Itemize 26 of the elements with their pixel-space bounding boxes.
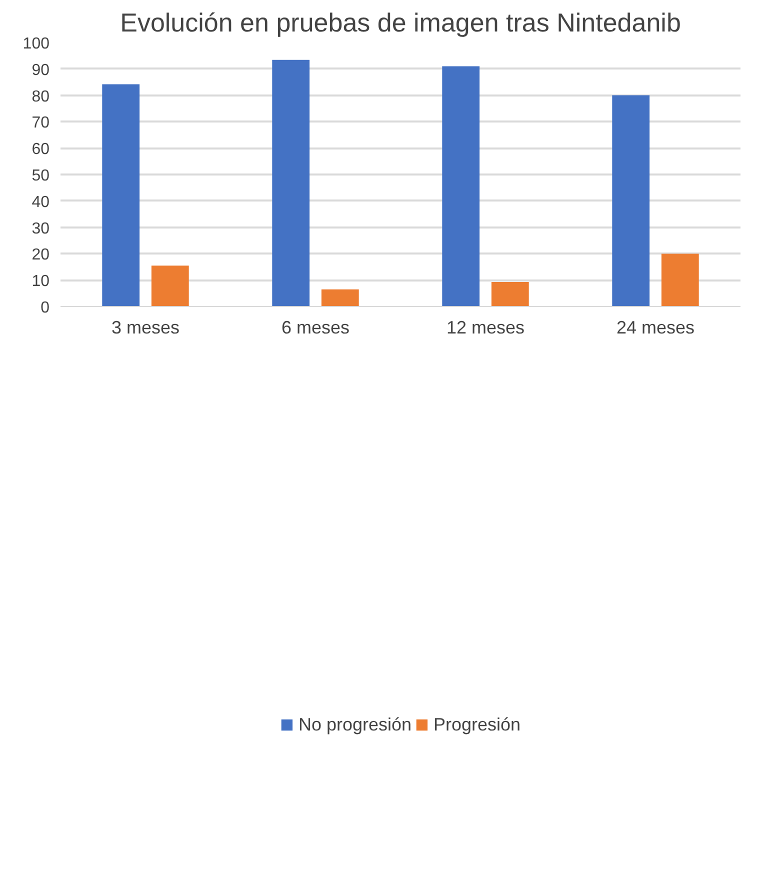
y-tick-label: 40	[32, 194, 50, 211]
y-tick-label: 70	[32, 114, 50, 132]
y-tick-label: 30	[32, 220, 50, 238]
bar	[321, 289, 359, 306]
y-tick-label: 60	[32, 141, 50, 158]
y-tick-label: 50	[32, 168, 50, 184]
y-tick-label: 90	[32, 62, 50, 79]
bar	[102, 84, 140, 306]
y-tick-label: 80	[32, 88, 50, 106]
x-tick-label: 6 meses	[281, 318, 350, 338]
y-tick-label: 0	[40, 300, 50, 316]
y-tick-label: 100	[22, 36, 50, 52]
chart-title: Evolución en pruebas de imagen tras Nintedanib	[120, 8, 681, 38]
bar	[442, 66, 480, 306]
x-tick-label: 12 meses	[446, 318, 525, 338]
bar	[661, 254, 699, 306]
bar	[272, 60, 310, 306]
bar	[491, 282, 529, 306]
legend-label: No progresión	[298, 714, 412, 736]
y-tick-label: 20	[32, 246, 50, 264]
bar	[612, 95, 650, 306]
x-tick-label: 24 meses	[616, 318, 695, 338]
bar	[151, 266, 189, 306]
x-tick-label: 3 meses	[111, 318, 180, 338]
legend-label: Progresión	[434, 714, 521, 736]
y-tick-label: 10	[32, 273, 50, 290]
